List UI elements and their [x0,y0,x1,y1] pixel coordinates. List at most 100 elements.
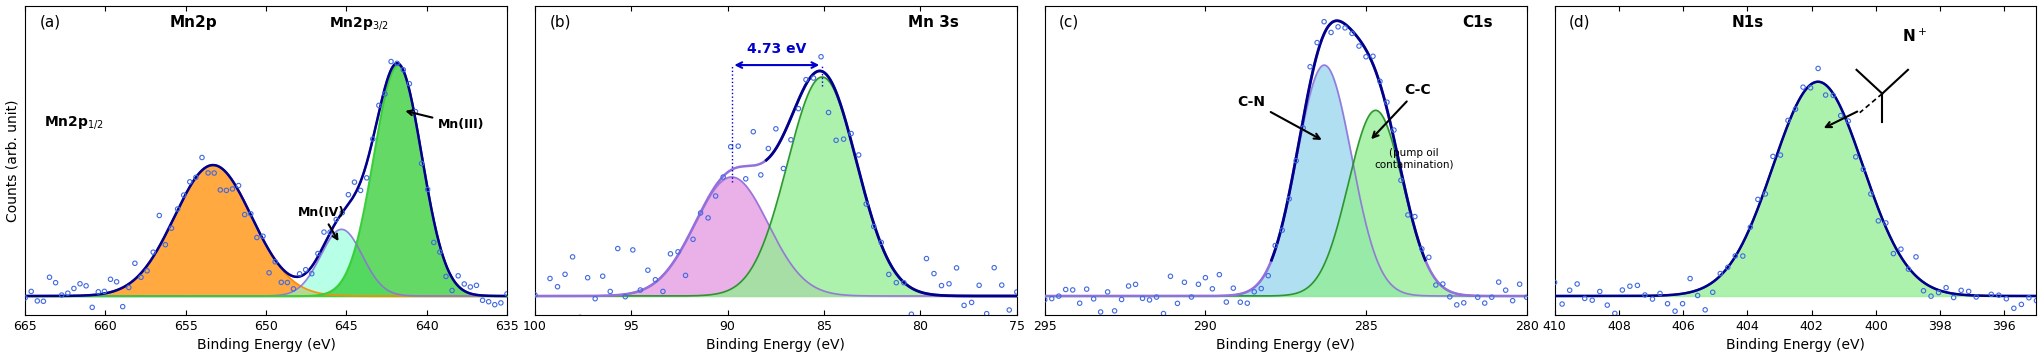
Point [1568,296,1601,301]
Point [745,172,778,178]
Point [1413,255,1446,260]
Point [774,137,807,142]
Point [1378,127,1411,133]
Point [1433,294,1466,300]
Point [1644,291,1676,296]
Point [1997,305,2030,311]
Point [729,176,762,182]
Point [131,268,163,274]
Point [382,61,415,66]
Point [1899,254,1932,260]
Point [1846,166,1879,172]
Text: 4.73 eV: 4.73 eV [747,42,807,55]
Point [1824,113,1856,118]
Point [370,91,402,97]
Point [1203,272,1235,277]
Text: Mn 3s: Mn 3s [909,15,960,30]
Point [639,277,672,282]
Point [978,265,1011,271]
Point [527,317,560,323]
Point [707,174,739,180]
Point [429,274,461,279]
Point [27,299,59,304]
Point [94,276,127,282]
Point [911,256,943,261]
Point [947,303,980,308]
Point [1583,289,1615,294]
Point [484,300,517,306]
Text: C-N: C-N [1237,95,1319,139]
Point [1454,317,1487,323]
Point [715,144,747,150]
Point [1078,296,1111,302]
Point [1154,274,1186,279]
Point [435,287,468,293]
Point [1795,85,1828,91]
Point [1764,152,1797,158]
Point [186,155,218,160]
Point [327,210,359,216]
Text: Mn2p: Mn2p [169,15,216,30]
Point [1133,297,1166,303]
Point [1621,282,1654,288]
Point [453,284,486,290]
Point [1840,154,1873,160]
Point [1636,296,1668,302]
Point [1605,287,1638,293]
Point [1779,106,1811,112]
Point [259,259,292,265]
Point [33,274,65,280]
Point [14,289,47,294]
Point [441,273,474,279]
Point [609,294,641,300]
Point [594,289,627,294]
Point [1725,253,1758,259]
Point [296,271,329,276]
Point [939,265,972,271]
Y-axis label: Counts (arb. unit): Counts (arb. unit) [6,99,20,222]
Point [1497,298,1529,304]
Point [45,292,78,298]
Point [1689,307,1721,313]
Point [241,235,274,241]
Point [1090,289,1123,295]
Point [1217,285,1250,291]
Point [751,146,784,151]
Point [858,224,890,229]
Point [1399,214,1431,219]
Point [1870,220,1903,226]
Point [1560,281,1593,287]
Point [198,170,231,176]
Point [51,290,84,296]
Point [894,311,927,317]
Point [1801,66,1834,71]
Point [1168,279,1201,285]
Text: (c): (c) [1060,15,1080,30]
Text: (pump oil
contamination): (pump oil contamination) [1374,148,1454,170]
Point [290,267,323,272]
Point [1329,25,1362,31]
Point [1286,125,1319,131]
Point [174,179,206,185]
Point [1266,227,1299,233]
Point [1105,297,1137,303]
Point [235,211,268,217]
Point [1001,289,1033,295]
Point [964,282,996,288]
Point [1613,283,1646,289]
Point [1237,289,1270,295]
Point [519,292,551,298]
Point [1252,273,1284,279]
Point [768,166,800,171]
Point [1419,282,1452,288]
X-axis label: Binding Energy (eV): Binding Energy (eV) [707,338,845,352]
Point [112,285,145,290]
Point [843,152,876,158]
Text: (b): (b) [549,15,572,30]
Point [1630,292,1662,298]
Text: Mn(IV): Mn(IV) [298,206,345,239]
Point [805,54,837,59]
Point [631,267,664,273]
Point [827,136,860,142]
Point [398,109,431,115]
